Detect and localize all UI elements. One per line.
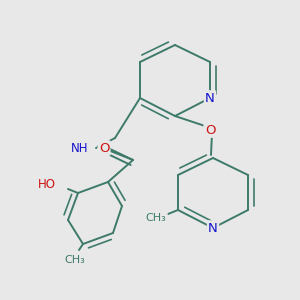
Text: CH₃: CH₃ (146, 213, 167, 223)
Text: N: N (205, 92, 215, 104)
Text: O: O (205, 124, 215, 136)
Text: N: N (208, 221, 218, 235)
Text: HO: HO (38, 178, 56, 191)
Text: NH: NH (70, 142, 88, 154)
Text: CH₃: CH₃ (64, 255, 86, 265)
Text: O: O (99, 142, 109, 154)
